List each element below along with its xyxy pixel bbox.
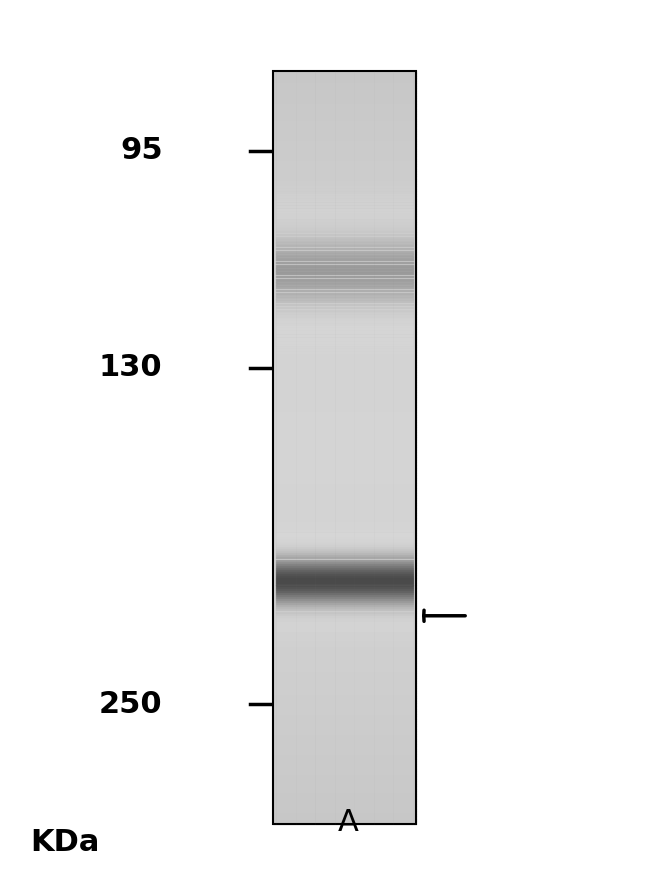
Text: 130: 130 (99, 354, 162, 382)
Text: 250: 250 (99, 690, 162, 719)
Text: KDa: KDa (31, 828, 99, 858)
Text: A: A (337, 808, 358, 837)
Text: 95: 95 (120, 136, 162, 165)
Bar (273, 71, 416, 824)
